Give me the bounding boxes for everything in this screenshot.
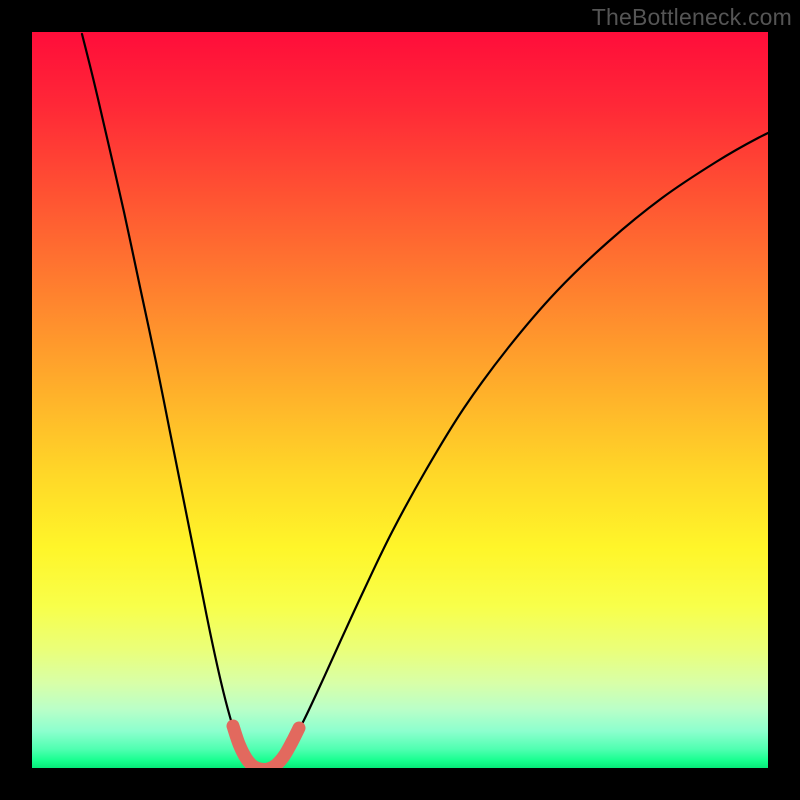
watermark-text: TheBottleneck.com xyxy=(592,4,792,31)
chart-container: TheBottleneck.com xyxy=(0,0,800,800)
chart-svg xyxy=(0,0,800,800)
plot-background-gradient xyxy=(32,32,768,768)
